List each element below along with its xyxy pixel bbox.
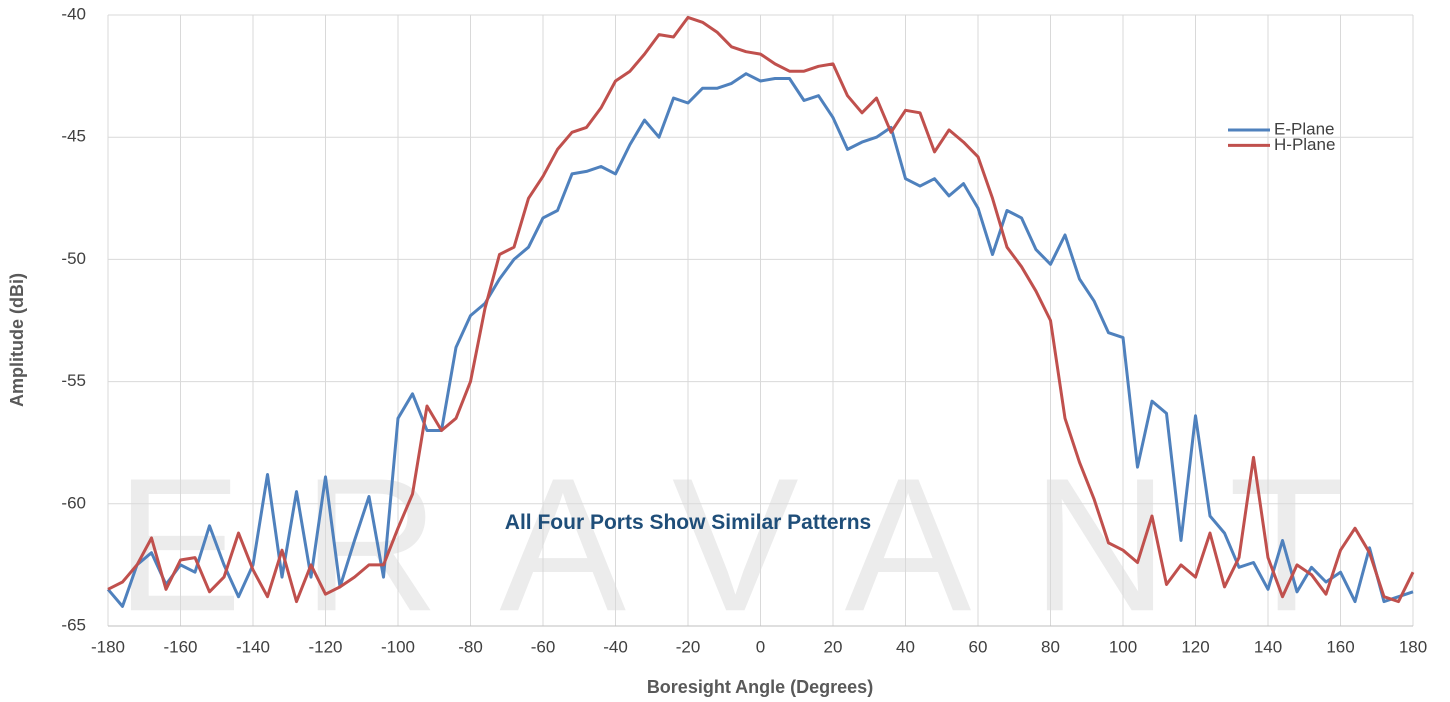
x-tick-label: -100	[381, 637, 415, 656]
x-tick-label: 20	[824, 637, 843, 656]
y-tick-label: -40	[61, 4, 86, 23]
y-tick-label: -50	[61, 249, 86, 268]
y-tick-label: -65	[61, 615, 86, 634]
x-tick-label: -120	[308, 637, 342, 656]
x-tick-label: -160	[163, 637, 197, 656]
x-tick-label: -80	[458, 637, 483, 656]
x-tick-label: -60	[531, 637, 556, 656]
series-line	[107, 15, 1415, 604]
y-tick-label: -55	[61, 371, 86, 390]
x-tick-label: -40	[603, 637, 628, 656]
x-tick-label: 180	[1399, 637, 1427, 656]
annotation: All Four Ports Show Similar Patterns	[505, 511, 871, 534]
series-line	[106, 72, 1414, 608]
x-tick-label: 100	[1109, 637, 1137, 656]
y-tick-label: -60	[61, 493, 86, 512]
x-tick-label: 60	[969, 637, 988, 656]
x-axis-title: Boresight Angle (Degrees)	[647, 677, 873, 697]
x-tick-label: -20	[676, 637, 701, 656]
x-tick-label: -140	[236, 637, 270, 656]
y-axis-title: Amplitude (dBi)	[7, 273, 27, 407]
x-tick-label: 160	[1326, 637, 1354, 656]
watermark: ERAVANT	[115, 439, 1404, 651]
x-tick-label: 120	[1181, 637, 1209, 656]
x-tick-label: 40	[896, 637, 915, 656]
x-tick-label: 140	[1254, 637, 1282, 656]
legend-label: H-Plane	[1274, 135, 1335, 154]
legend-label: E-Plane	[1274, 119, 1334, 138]
x-tick-label: -180	[91, 637, 125, 656]
x-tick-label: 80	[1041, 637, 1060, 656]
x-tick-label: 0	[756, 637, 765, 656]
y-tick-label: -45	[61, 127, 86, 146]
